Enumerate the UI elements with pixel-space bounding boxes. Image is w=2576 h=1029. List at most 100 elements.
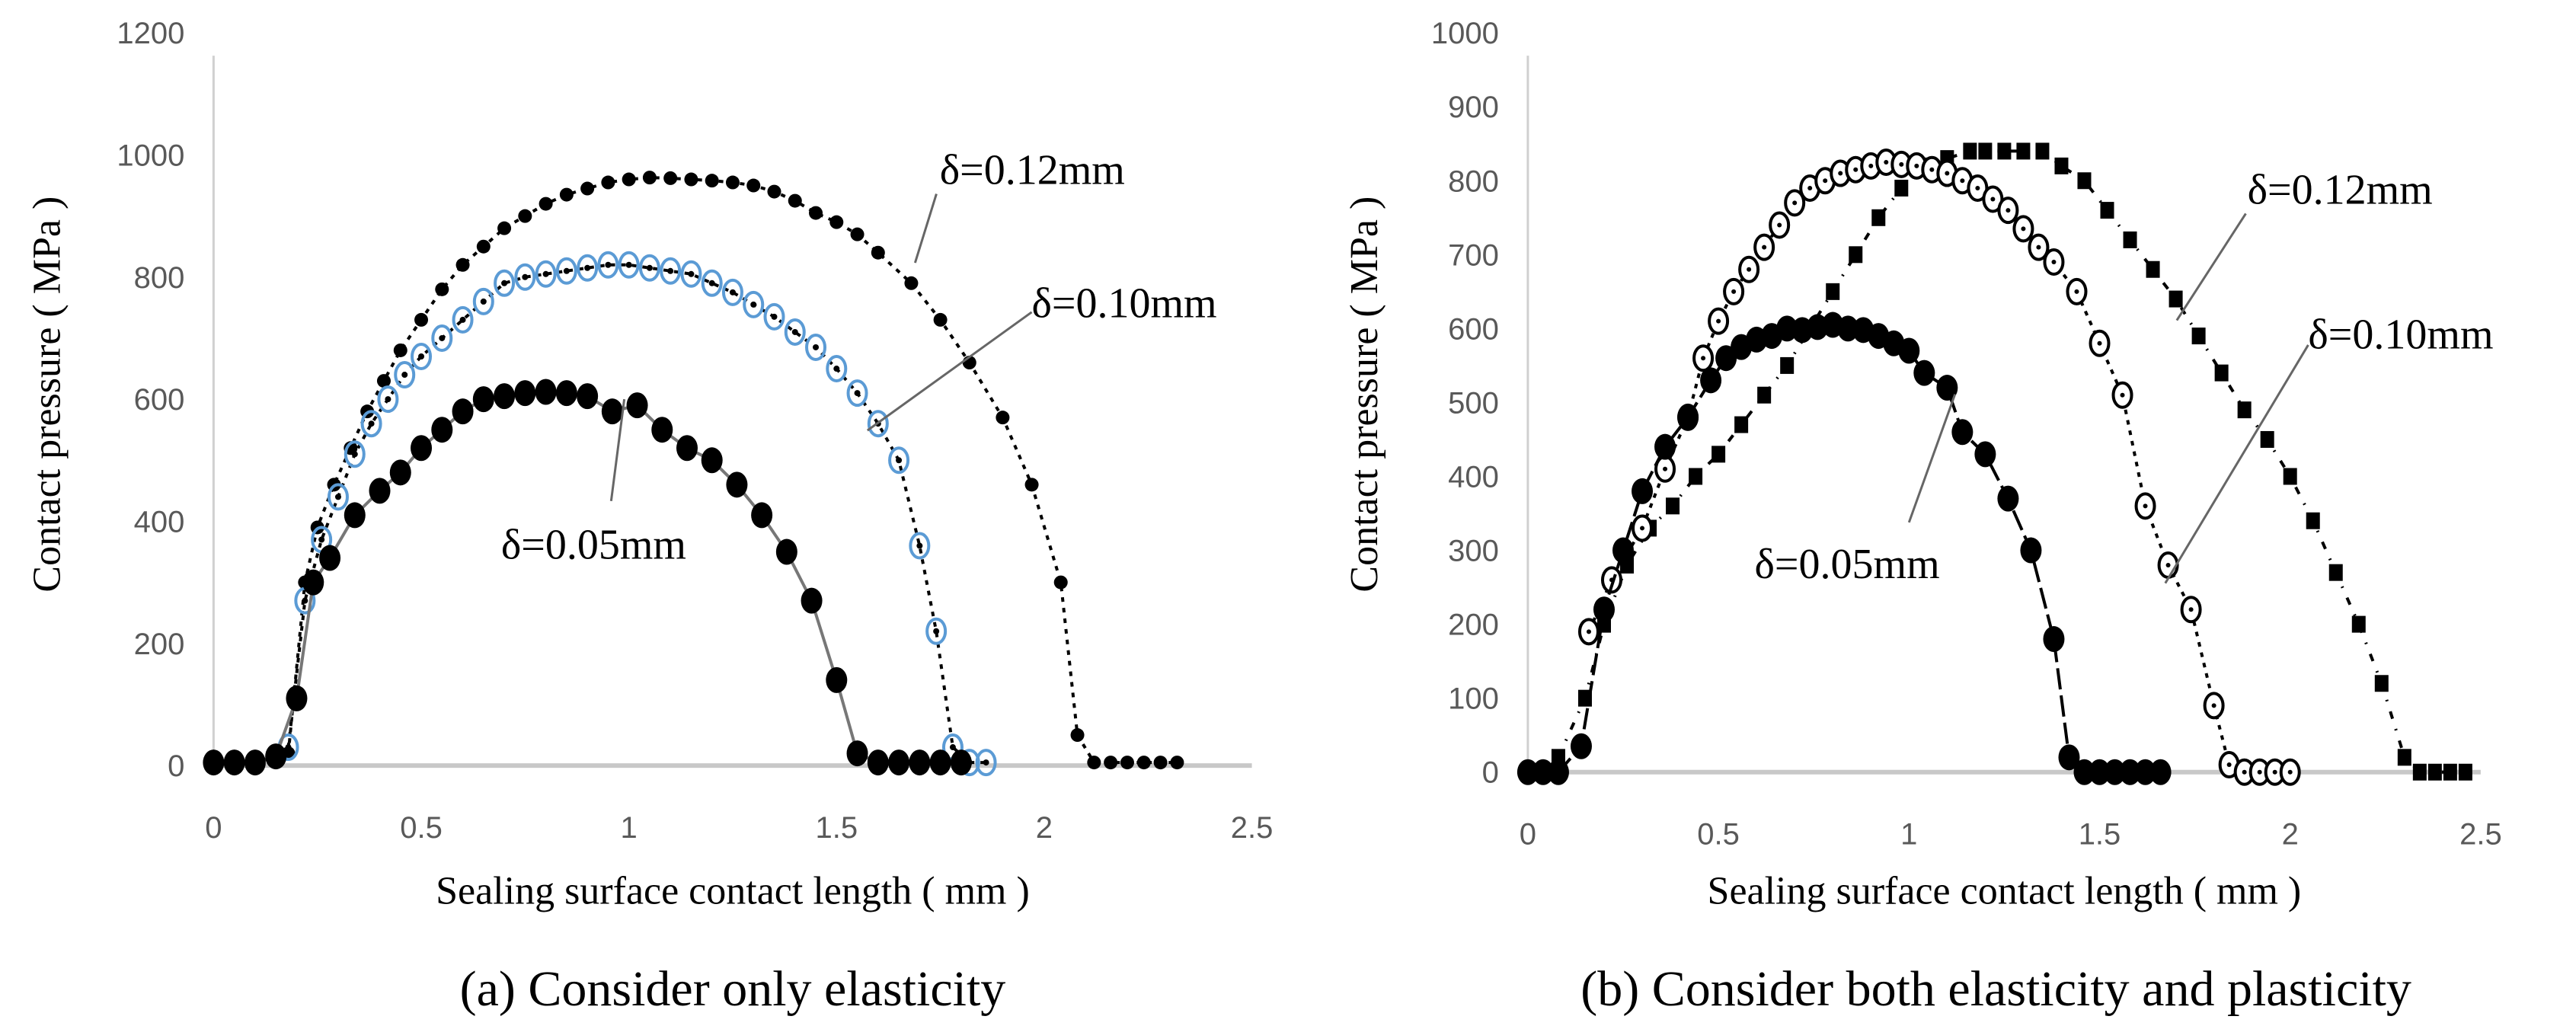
data-point [904,276,919,290]
data-point [580,181,595,196]
data-point-center [1945,171,1950,176]
data-point [701,447,723,474]
data-point [577,383,599,410]
y-tick-label: 0 [168,749,184,783]
data-point-center [418,353,425,360]
data-point-center [351,451,358,458]
data-point-center [813,344,820,350]
data-point [805,333,827,361]
data-point [376,374,391,388]
data-point [1757,386,1772,404]
data-point-center [1868,163,1874,168]
data-point-center [522,273,529,280]
data-point-center [1853,167,1858,172]
data-point [1612,537,1635,564]
data-point [846,740,868,767]
data-point [1871,209,1886,226]
data-point [660,257,682,285]
series-line [1557,149,2466,774]
data-point [435,282,449,296]
data-point-center [501,280,508,286]
data-point [809,206,823,220]
series-line [1587,160,2290,774]
y-tick-label: 800 [1448,165,1499,198]
x-tick-label: 1.5 [2079,818,2121,852]
data-point [476,239,491,254]
data-point-center [368,420,375,427]
data-point-center [771,313,778,320]
data-point-center [1716,318,1721,324]
data-point [327,483,349,511]
data-point [1837,315,1859,342]
data-point [743,290,765,318]
data-point [950,749,972,776]
data-point-center [2143,503,2148,509]
data-point [1826,283,1840,300]
data-point [2104,759,2126,785]
data-point [2100,202,2114,219]
y-tick-label: 200 [134,628,185,661]
data-point [888,446,910,475]
data-point [2123,231,2137,248]
annotation-leader-line [609,398,626,502]
data-point [2073,759,2095,785]
data-point-center [2272,769,2277,775]
data-point [2191,328,2206,345]
x-tick-label: 1.5 [815,811,858,845]
data-point [302,569,324,596]
data-point [223,749,245,776]
data-point-center [1884,159,1889,165]
data-point [726,471,748,498]
y-tick-label: 600 [134,383,185,417]
data-point [377,385,399,414]
data-point [2351,615,2366,633]
y-tick-label: 1000 [117,139,184,172]
data-point-center [916,542,923,549]
data-point-center [1777,222,1782,228]
data-point-center [318,536,325,543]
y-tick-label: 200 [1448,609,1499,642]
data-point [2119,759,2141,785]
data-point [1894,179,1909,197]
data-point-center [949,744,956,751]
data-point-center [1586,629,1591,634]
data-point [622,172,636,187]
data-point [518,209,532,223]
series-annotation: δ=0.05mm [1755,541,1940,588]
data-point [369,478,391,504]
data-point-center [563,267,570,274]
data-point [1978,142,1993,160]
y-tick-label: 1200 [117,17,184,50]
data-point-center [1640,526,1645,531]
data-point-center [459,316,466,323]
data-point [411,435,433,462]
data-point [2397,749,2411,766]
data-point [535,379,557,405]
data-point-center [729,289,736,296]
data-point-center [1792,200,1798,206]
data-point [2058,744,2080,771]
data-point [1974,441,1996,468]
data-point-center [334,494,341,500]
data-point [601,398,623,425]
data-point-center [2211,703,2216,708]
series-010mm [277,251,997,777]
data-point [1153,756,1168,770]
data-point [319,545,341,571]
data-point [826,666,848,693]
data-point [535,260,557,288]
data-point-center [1807,185,1813,190]
data-point-center [1838,171,1843,176]
data-point [2412,763,2427,781]
data-point-center [2188,607,2194,612]
data-point-center [833,366,840,372]
data-point [1898,337,1920,364]
data-point-center [1899,161,1904,167]
y-tick-label: 0 [1482,756,1499,790]
data-point [344,502,366,529]
data-point-center [983,759,989,766]
data-point [788,193,802,208]
data-point [1532,759,1554,785]
data-point [265,743,287,770]
data-point [663,171,678,185]
